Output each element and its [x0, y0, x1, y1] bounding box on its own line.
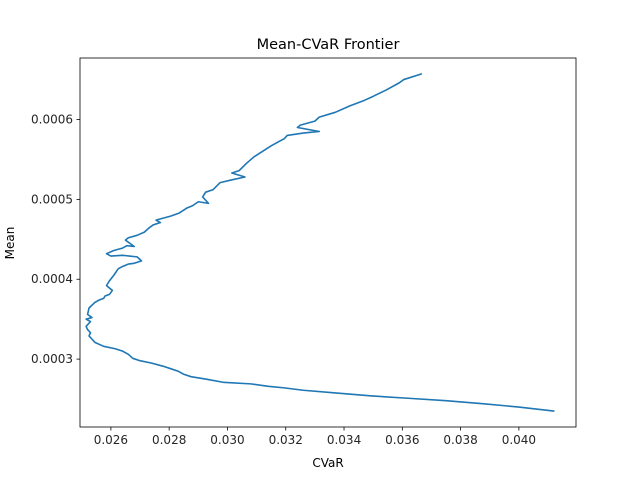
y-axis: 0.0003 0.0004 0.0005 0.0006 [31, 113, 80, 366]
frontier-line-0 [85, 73, 555, 412]
x-tick-label: 0.034 [327, 433, 361, 447]
plot-frame [79, 57, 577, 428]
y-tick-label: 0.0005 [31, 192, 73, 206]
x-tick-label: 0.038 [443, 433, 477, 447]
x-axis: 0.026 0.028 0.030 0.032 0.034 0.036 0.038 0.040 [94, 427, 536, 447]
x-axis-label: CVaR [312, 456, 343, 470]
x-tick-label: 0.032 [269, 433, 303, 447]
series-layer [85, 73, 555, 412]
x-tick-label: 0.030 [210, 433, 244, 447]
chart-title: Mean-CVaR Frontier [257, 37, 400, 53]
y-tick-label: 0.0006 [31, 113, 73, 127]
x-tick-label: 0.028 [152, 433, 186, 447]
y-tick-label: 0.0004 [31, 272, 73, 286]
y-tick-label: 0.0003 [31, 352, 73, 366]
x-tick-label: 0.036 [385, 433, 419, 447]
x-tick-label: 0.026 [94, 433, 128, 447]
y-axis-label: Mean [3, 227, 17, 260]
x-tick-label: 0.040 [502, 433, 536, 447]
